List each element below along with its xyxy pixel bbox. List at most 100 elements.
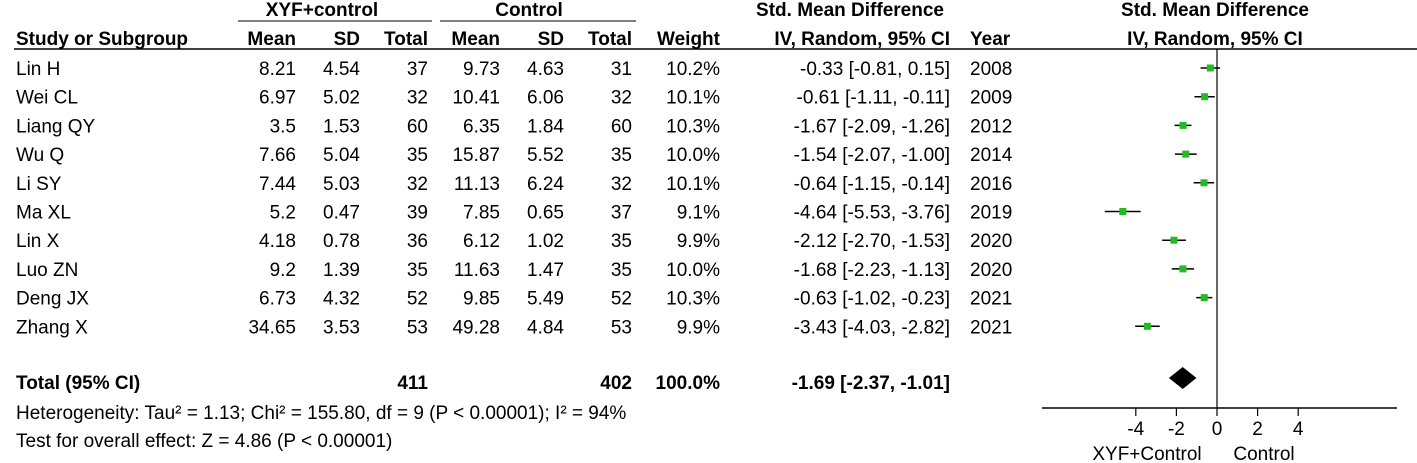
table-row: Luo ZN 9.2 1.39 35 11.63 1.47 35 10.0% -1.68 [-2… xyxy=(16,260,1012,281)
total-n2: 402 xyxy=(600,373,632,394)
study-sd1: 0.47 xyxy=(323,203,360,224)
axis-label-right: Control xyxy=(1233,444,1294,463)
study-n2: 60 xyxy=(611,116,632,137)
study-weight: 9.9% xyxy=(677,231,720,252)
point-estimate xyxy=(1201,93,1209,101)
heterogeneity-text: Heterogeneity: Tau² = 1.13; Chi² = 155.8… xyxy=(16,403,626,424)
study-n2: 35 xyxy=(611,260,632,281)
study-sd1: 5.03 xyxy=(323,174,360,195)
point-estimate xyxy=(1182,150,1190,158)
study-n2: 37 xyxy=(611,203,632,224)
header-group1: XYF+control xyxy=(266,0,378,21)
point-estimate xyxy=(1143,322,1151,330)
study-sd2: 5.52 xyxy=(527,145,564,166)
total-n1: 411 xyxy=(397,373,428,394)
study-mean2: 11.63 xyxy=(454,260,500,281)
study-weight: 10.1% xyxy=(666,88,720,109)
study-year: 2021 xyxy=(970,289,1012,310)
study-mean1: 5.2 xyxy=(270,203,296,224)
table-row: Deng JX 6.73 4.32 52 9.85 5.49 52 10.3% -0.63 [-… xyxy=(16,289,1012,310)
study-sd2: 1.02 xyxy=(527,231,564,252)
study-sd2: 0.65 xyxy=(527,203,564,224)
study-year: 2019 xyxy=(970,203,1012,224)
study-sd2: 6.06 xyxy=(527,88,564,109)
table-row: Lin H 8.21 4.54 37 9.73 4.63 31 10.2% -0.33 [-0.… xyxy=(16,59,1012,80)
tick-label: 4 xyxy=(1293,419,1304,440)
table-row: Wu Q 7.66 5.04 35 15.87 5.52 35 10.0% -1.54 [-2.… xyxy=(16,145,1013,166)
study-sd2: 4.63 xyxy=(527,59,564,80)
study-mean1: 6.73 xyxy=(259,289,296,310)
axis-label-left: XYF+Control xyxy=(1092,444,1201,463)
study-sd2: 4.84 xyxy=(527,317,564,338)
study-year: 2012 xyxy=(970,116,1012,137)
study-weight: 9.9% xyxy=(677,317,720,338)
study-year: 2020 xyxy=(970,260,1012,281)
header-mean1: Mean xyxy=(247,29,296,50)
header-total2: Total xyxy=(588,29,632,50)
total-ci: -1.69 [-2.37, -1.01] xyxy=(792,373,950,394)
study-n1: 37 xyxy=(407,59,428,80)
study-mean2: 11.13 xyxy=(454,174,500,195)
study-name: Ma XL xyxy=(16,203,71,224)
table-row: Wei CL 6.97 5.02 32 10.41 6.06 32 10.1% -0.61 [-… xyxy=(16,88,1012,109)
study-weight: 9.1% xyxy=(677,203,720,224)
study-mean1: 7.66 xyxy=(259,145,296,166)
study-ci: -0.64 [-1.15, -0.14] xyxy=(794,174,950,195)
header-sd1: SD xyxy=(334,29,360,50)
study-n2: 35 xyxy=(611,145,632,166)
tick-label: 2 xyxy=(1252,419,1263,440)
header-plot-ci: IV, Random, 95% CI xyxy=(1127,29,1303,50)
table-row: Li SY 7.44 5.03 32 11.13 6.24 32 10.1% -0.64 [-1… xyxy=(16,174,1012,195)
study-mean1: 4.18 xyxy=(259,231,296,252)
study-weight: 10.0% xyxy=(666,260,720,281)
study-sd1: 4.54 xyxy=(323,59,360,80)
study-ci: -1.54 [-2.07, -1.00] xyxy=(794,145,950,166)
study-year: 2016 xyxy=(970,174,1012,195)
study-n1: 60 xyxy=(407,116,428,137)
study-n1: 53 xyxy=(407,317,428,338)
study-ci: -0.63 [-1.02, -0.23] xyxy=(794,289,950,310)
header-sd2: SD xyxy=(538,29,564,50)
study-sd2: 1.47 xyxy=(527,260,564,281)
study-year: 2008 xyxy=(970,59,1012,80)
study-year: 2014 xyxy=(970,145,1013,166)
study-mean1: 7.44 xyxy=(259,174,296,195)
tick-label: 0 xyxy=(1212,419,1223,440)
study-name: Li SY xyxy=(16,174,62,195)
study-name: Wu Q xyxy=(16,145,64,166)
header-year: Year xyxy=(970,29,1011,50)
point-estimate xyxy=(1119,208,1127,215)
header-effect-col: Std. Mean Difference xyxy=(756,0,944,21)
study-n1: 36 xyxy=(407,231,428,252)
study-n1: 32 xyxy=(407,174,428,195)
study-ci: -2.12 [-2.70, -1.53] xyxy=(794,231,950,252)
study-sd1: 3.53 xyxy=(323,317,360,338)
study-ci: -0.61 [-1.11, -0.11] xyxy=(797,88,951,109)
study-mean2: 7.85 xyxy=(463,203,500,224)
study-n1: 35 xyxy=(407,145,428,166)
header-weight: Weight xyxy=(657,29,721,50)
header-plot-col: Std. Mean Difference xyxy=(1121,0,1309,21)
study-mean1: 34.65 xyxy=(248,317,296,338)
point-estimate xyxy=(1200,294,1208,302)
header-group2: Control xyxy=(495,0,563,21)
point-estimate xyxy=(1170,236,1178,244)
header-ci: IV, Random, 95% CI xyxy=(774,29,950,50)
total-diamond xyxy=(1168,367,1197,389)
study-n1: 35 xyxy=(407,260,428,281)
study-mean1: 3.5 xyxy=(270,116,296,137)
study-weight: 10.2% xyxy=(666,59,720,80)
study-sd1: 4.32 xyxy=(323,289,360,310)
study-name: Liang QY xyxy=(16,116,96,137)
study-mean2: 9.85 xyxy=(463,289,500,310)
study-mean1: 6.97 xyxy=(259,88,296,109)
study-n2: 32 xyxy=(611,174,632,195)
study-ci: -3.43 [-4.03, -2.82] xyxy=(794,317,950,338)
header-total1: Total xyxy=(384,29,428,50)
study-year: 2021 xyxy=(970,317,1012,338)
table-row: Ma XL 5.2 0.47 39 7.85 0.65 37 9.1% -4.64 [-5.53… xyxy=(16,203,1012,224)
study-mean2: 6.35 xyxy=(463,116,500,137)
study-mean2: 9.73 xyxy=(463,59,500,80)
total-label: Total (95% CI) xyxy=(16,373,140,394)
study-n1: 52 xyxy=(407,289,428,310)
